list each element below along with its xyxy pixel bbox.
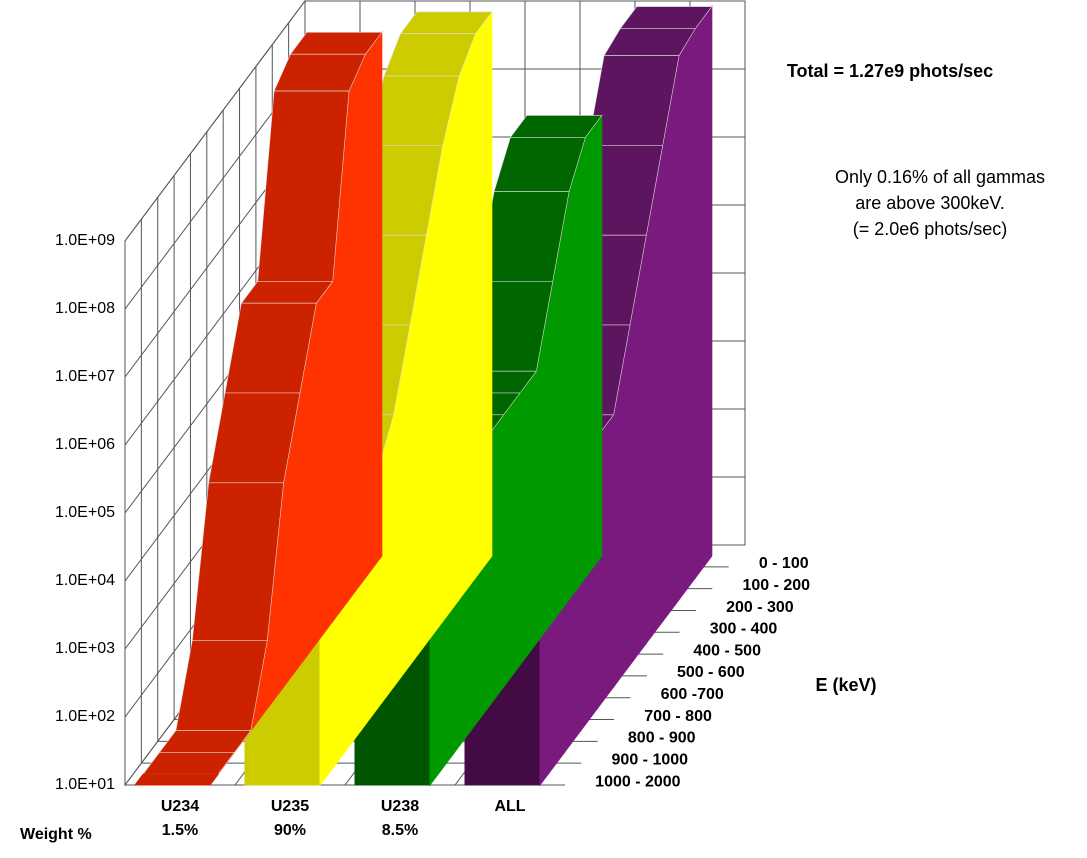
category-label: U234 xyxy=(161,798,199,815)
note: are above 300keV. xyxy=(855,193,1004,213)
ribbon-side xyxy=(315,279,334,645)
bin-label: 400 - 500 xyxy=(693,642,761,659)
ribbon-top xyxy=(493,136,586,192)
note: Only 0.16% of all gammas xyxy=(835,167,1045,187)
annotation: Total = 1.27e9 phots/sec xyxy=(787,61,993,81)
y-tick-label: 1.0E+05 xyxy=(55,504,115,521)
ribbon-side xyxy=(662,55,680,623)
ribbon-side xyxy=(442,75,460,623)
ribbon-side xyxy=(519,369,537,667)
bin-label: 600 -700 xyxy=(661,686,724,703)
ribbon-top xyxy=(399,11,493,35)
ribbon-side xyxy=(364,30,383,580)
bin-label: 200 - 300 xyxy=(726,599,794,616)
ribbon-top xyxy=(619,6,713,29)
weight-value: 90% xyxy=(274,822,306,839)
ribbon-top xyxy=(142,751,236,775)
weight-value: 8.5% xyxy=(382,822,418,839)
bin-label: 100 - 200 xyxy=(742,577,810,594)
ribbon-top xyxy=(509,115,603,138)
ribbon-top xyxy=(383,33,476,77)
category-label: U238 xyxy=(381,798,419,815)
ribbon-side xyxy=(584,113,603,580)
ribbon-top xyxy=(191,482,284,641)
category-label: ALL xyxy=(494,798,525,815)
y-tick-label: 1.0E+07 xyxy=(55,368,115,385)
ribbon-top xyxy=(224,302,317,394)
y-tick-label: 1.0E+08 xyxy=(55,300,115,317)
weight-value: 1.5% xyxy=(162,822,198,839)
bin-label: 1000 - 2000 xyxy=(595,773,681,790)
ribbon-top xyxy=(273,53,366,92)
ribbon-top xyxy=(603,28,696,56)
weight-label: Weight % xyxy=(20,826,92,843)
y-tick-label: 1.0E+01 xyxy=(55,776,115,793)
ribbon-top xyxy=(175,640,268,731)
y-tick-label: 1.0E+09 xyxy=(55,232,115,249)
y-tick-label: 1.0E+06 xyxy=(55,436,115,453)
bin-label: 300 - 400 xyxy=(710,621,778,638)
bin-label: 700 - 800 xyxy=(644,708,712,725)
ribbon-end-top xyxy=(134,773,220,786)
y-tick-label: 1.0E+02 xyxy=(55,708,115,725)
ribbon-top xyxy=(240,281,334,304)
ribbon-side xyxy=(568,137,586,602)
ribbon-side xyxy=(474,10,493,580)
ribbon-top xyxy=(257,90,350,282)
ribbon-side xyxy=(503,391,521,689)
ribbon-top xyxy=(158,730,252,753)
y-tick-label: 1.0E+04 xyxy=(55,572,115,589)
bin-label: 900 - 1000 xyxy=(612,751,689,768)
ribbon-side xyxy=(678,26,696,602)
z-axis-label: E (keV) xyxy=(815,675,876,695)
ribbon-top xyxy=(289,32,383,55)
ribbon-side xyxy=(458,33,476,602)
bin-label: 0 - 100 xyxy=(759,555,809,572)
note: (= 2.0e6 phots/sec) xyxy=(853,219,1008,239)
ribbon-top xyxy=(208,392,301,484)
ribbon-side xyxy=(348,53,366,602)
bin-label: 800 - 900 xyxy=(628,730,696,747)
ribbon-side xyxy=(694,5,713,580)
bin-label: 500 - 600 xyxy=(677,664,745,681)
y-tick-label: 1.0E+03 xyxy=(55,640,115,657)
category-label: U235 xyxy=(271,798,309,815)
